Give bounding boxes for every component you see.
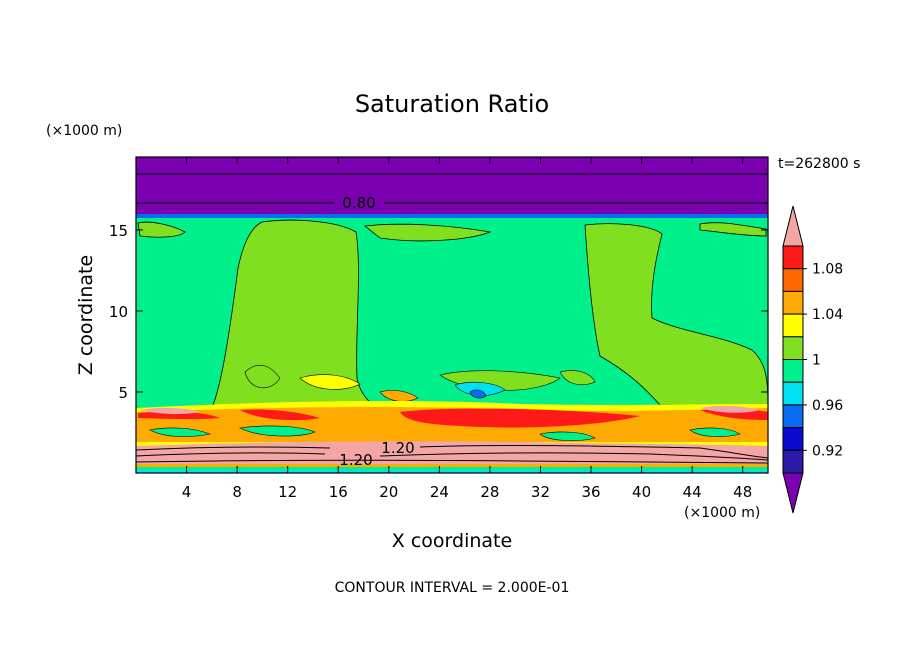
chart-title: Saturation Ratio bbox=[355, 90, 549, 118]
region-top-streak-3 bbox=[699, 222, 767, 237]
region-stratosphere bbox=[136, 157, 768, 217]
x-tick-label: 32 bbox=[531, 483, 550, 501]
region-top-streak bbox=[137, 221, 186, 238]
colorbar-swatch bbox=[782, 336, 804, 360]
colorbar-label: 1.04 bbox=[812, 307, 843, 323]
region-top-streak-2 bbox=[363, 223, 492, 242]
y-axis-label: Z coordinate bbox=[75, 255, 97, 375]
x-axis-label: X coordinate bbox=[392, 530, 512, 552]
colorbar-swatch bbox=[782, 381, 804, 406]
contour-line-120-a bbox=[136, 444, 768, 459]
x-units-label: (×1000 m) bbox=[684, 505, 760, 521]
y-tick-label: 5 bbox=[118, 384, 128, 402]
x-tick-label: 44 bbox=[683, 483, 702, 501]
plot-frame bbox=[135, 156, 769, 474]
y-tick-label: 10 bbox=[109, 303, 128, 321]
colorbar-swatch bbox=[782, 313, 804, 338]
x-tick-label: 48 bbox=[733, 483, 752, 501]
colorbar-label: 0.96 bbox=[812, 398, 843, 414]
region-surface-green bbox=[136, 467, 768, 470]
colorbar-swatch bbox=[782, 449, 804, 474]
contour-label: 1.20 bbox=[339, 451, 372, 469]
colorbar-swatch bbox=[782, 359, 804, 383]
x-tick-label: 28 bbox=[480, 483, 499, 501]
region-column-right bbox=[584, 223, 768, 406]
region-surface-orange bbox=[136, 464, 768, 468]
colorbar-cap-bottom bbox=[782, 472, 804, 514]
colorbar-swatch bbox=[782, 290, 804, 315]
contour-label: 0.80 bbox=[342, 194, 375, 212]
time-label: t=262800 s bbox=[778, 156, 860, 172]
region-column-left bbox=[212, 219, 382, 411]
contour-label: 1.20 bbox=[381, 439, 414, 457]
saturation-field bbox=[136, 157, 768, 473]
region-tropopause-band bbox=[136, 214, 768, 219]
x-tick-label: 8 bbox=[232, 483, 242, 501]
y-axis: 5 10 15 bbox=[109, 222, 768, 402]
x-axis: 4 8 12 16 20 24 28 32 36 40 44 48 bbox=[182, 157, 752, 501]
x-tick-label: 36 bbox=[581, 483, 600, 501]
colorbar-swatch bbox=[782, 427, 804, 451]
colorbar-label: 1.08 bbox=[812, 262, 843, 278]
colorbar-swatch bbox=[782, 404, 804, 429]
colorbar-swatch bbox=[782, 245, 804, 270]
x-tick-label: 24 bbox=[430, 483, 449, 501]
mid-level-patches bbox=[244, 364, 596, 402]
x-tick-label: 16 bbox=[329, 483, 348, 501]
x-tick-label: 12 bbox=[278, 483, 297, 501]
x-tick-label: 40 bbox=[632, 483, 651, 501]
z-units-label: (×1000 m) bbox=[46, 123, 122, 139]
colorbar: 0.92 0.96 1 1.04 1.08 bbox=[782, 205, 843, 514]
colorbar-label: 1 bbox=[812, 353, 821, 369]
x-tick-label: 4 bbox=[182, 483, 192, 501]
x-tick-label: 20 bbox=[379, 483, 398, 501]
region-bl-green-gap bbox=[149, 425, 741, 441]
contour-line-120-c bbox=[136, 459, 768, 464]
colorbar-cap-top bbox=[782, 205, 804, 247]
region-surface-cyan bbox=[136, 470, 768, 473]
region-bl-red bbox=[138, 408, 768, 428]
colorbar-label: 0.92 bbox=[812, 443, 843, 459]
contour-interval-label: CONTOUR INTERVAL = 2.000E-01 bbox=[335, 580, 570, 596]
colorbar-swatch bbox=[782, 268, 804, 292]
y-tick-label: 15 bbox=[109, 222, 128, 240]
contour-line-120-b bbox=[136, 452, 768, 461]
